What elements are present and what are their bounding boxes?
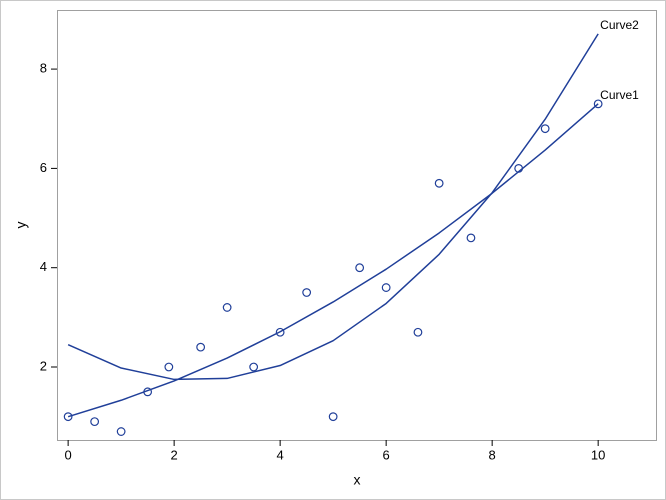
x-tick-label: 0	[65, 447, 72, 462]
y-tick-label: 6	[40, 160, 47, 175]
x-axis-label: x	[354, 472, 361, 488]
scatter-point	[466, 233, 476, 243]
curve-label: Curve1	[600, 88, 639, 102]
x-tick-label: 8	[489, 447, 496, 462]
scatter-point	[275, 327, 285, 337]
y-tick-label: 4	[40, 259, 47, 274]
y-axis-label: y	[13, 222, 29, 229]
scatter-point	[249, 362, 259, 372]
x-tick-label: 4	[277, 447, 284, 462]
y-tick-label: 8	[40, 61, 47, 76]
scatter-point	[196, 342, 206, 352]
scatter-point	[593, 99, 603, 109]
y-tick-label: 2	[40, 358, 47, 373]
scatter-point	[540, 124, 550, 134]
scatter-point	[90, 417, 100, 427]
scatter-point	[302, 288, 312, 297]
scatter-point	[116, 427, 126, 436]
curve-label: Curve2	[600, 18, 639, 32]
plot-frame	[57, 10, 657, 441]
scatter-point	[381, 283, 391, 292]
scatter-point	[434, 178, 444, 188]
x-tick-label: 2	[171, 447, 178, 462]
scatter-point	[63, 412, 73, 422]
curve	[67, 33, 599, 381]
x-tick-label: 10	[591, 447, 605, 462]
x-tick-label: 6	[383, 447, 390, 462]
scatter-point	[222, 303, 232, 312]
scatter-point	[328, 412, 338, 422]
curve	[67, 103, 599, 418]
scatter-point	[355, 263, 365, 273]
scatter-point	[164, 362, 174, 372]
scatter-point	[413, 327, 423, 337]
